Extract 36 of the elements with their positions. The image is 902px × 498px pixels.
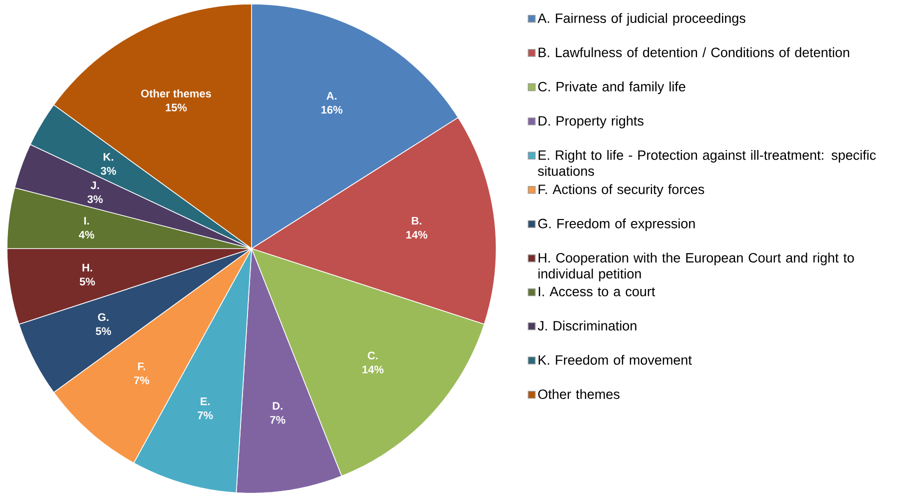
data-label: 3% <box>87 195 103 203</box>
data-label: 15% <box>166 104 187 112</box>
legend-label: C. Private and family life <box>538 81 686 94</box>
text: K. <box>104 153 114 161</box>
text: D. <box>272 402 282 410</box>
text: C. <box>368 352 378 360</box>
legend-label: D. Property rights <box>538 116 644 128</box>
text: H. <box>82 264 92 272</box>
legend-label: F. Actions of security forces <box>538 184 704 197</box>
data-label: 3% <box>100 166 116 175</box>
text: E. <box>200 397 210 405</box>
data-label: 14% <box>406 230 428 238</box>
text: I. <box>84 216 89 224</box>
data-label: 4% <box>78 230 94 238</box>
text: J. <box>90 181 99 189</box>
data-label: 7% <box>198 411 213 420</box>
legend-label: J. Discrimination <box>538 320 636 330</box>
legend-label: G. Freedom of expression <box>538 218 695 231</box>
legend-label: Other themes <box>538 388 620 399</box>
legend-label: E. Right to life - Protection against ill-treatment: specific situations <box>538 150 876 176</box>
text: B. <box>412 216 422 224</box>
text: Other themes <box>141 89 212 98</box>
data-label: 7% <box>134 376 150 384</box>
legend-label: K. Freedom of movement <box>538 354 692 365</box>
legend-label: B. Lawfulness of detention / Conditions of detention <box>538 47 850 58</box>
legend-label: I. Access to a court <box>538 286 656 296</box>
data-label: 5% <box>96 327 112 335</box>
legend-label: H. Cooperation with the European Court and right to individual petition <box>538 252 854 282</box>
text: F. <box>138 362 146 370</box>
data-label: 14% <box>362 366 384 374</box>
legend-label: A. Fairness of judicial proceedings <box>538 12 746 26</box>
data-label: 16% <box>321 106 342 114</box>
text: A. <box>326 92 336 100</box>
data-label: 7% <box>270 416 286 424</box>
data-label: 5% <box>80 278 95 286</box>
text: G. <box>98 313 108 321</box>
